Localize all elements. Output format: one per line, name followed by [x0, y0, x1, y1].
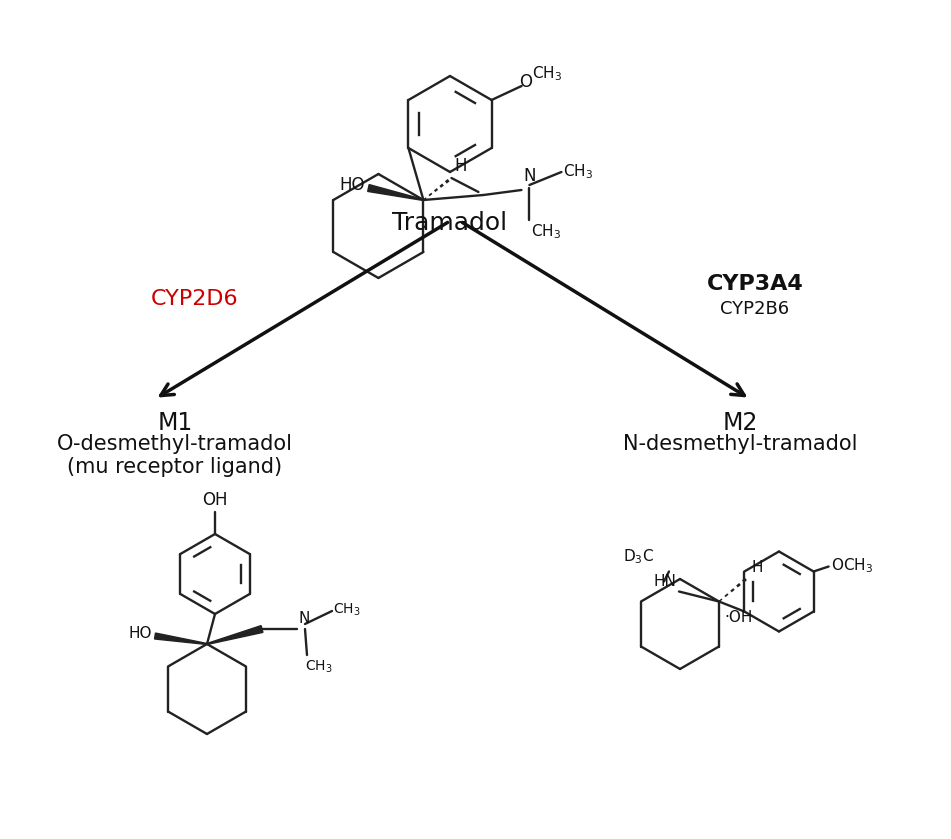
Text: Tramadol: Tramadol — [393, 211, 508, 235]
Text: ·OH: ·OH — [724, 609, 752, 624]
Text: M1: M1 — [157, 411, 193, 435]
Text: (mu receptor ligand): (mu receptor ligand) — [68, 457, 282, 477]
Text: O-desmethyl-tramadol: O-desmethyl-tramadol — [57, 434, 293, 454]
Text: CH$_3$: CH$_3$ — [563, 163, 593, 181]
Text: CYP3A4: CYP3A4 — [707, 274, 804, 294]
Text: HN: HN — [653, 574, 676, 588]
Text: D$_3$C: D$_3$C — [623, 548, 654, 566]
Text: OH: OH — [203, 491, 227, 509]
Text: N-desmethyl-tramadol: N-desmethyl-tramadol — [623, 434, 857, 454]
Text: HO: HO — [128, 626, 152, 640]
Text: OCH$_3$: OCH$_3$ — [830, 556, 873, 575]
Text: CH$_3$: CH$_3$ — [333, 602, 360, 618]
Text: M2: M2 — [723, 411, 758, 435]
Text: O: O — [519, 73, 533, 91]
Text: CYP2B6: CYP2B6 — [721, 300, 789, 318]
Text: HO: HO — [339, 176, 364, 194]
Text: CH$_3$: CH$_3$ — [305, 659, 333, 675]
Text: N: N — [299, 611, 310, 626]
Polygon shape — [155, 633, 207, 644]
Text: CYP2D6: CYP2D6 — [151, 289, 239, 309]
Text: CH$_3$: CH$_3$ — [532, 65, 562, 83]
Polygon shape — [207, 626, 262, 644]
Text: CH$_3$: CH$_3$ — [532, 222, 562, 241]
Text: H: H — [455, 157, 467, 175]
Polygon shape — [368, 185, 423, 201]
Text: H: H — [752, 560, 764, 575]
Text: N: N — [523, 167, 536, 185]
